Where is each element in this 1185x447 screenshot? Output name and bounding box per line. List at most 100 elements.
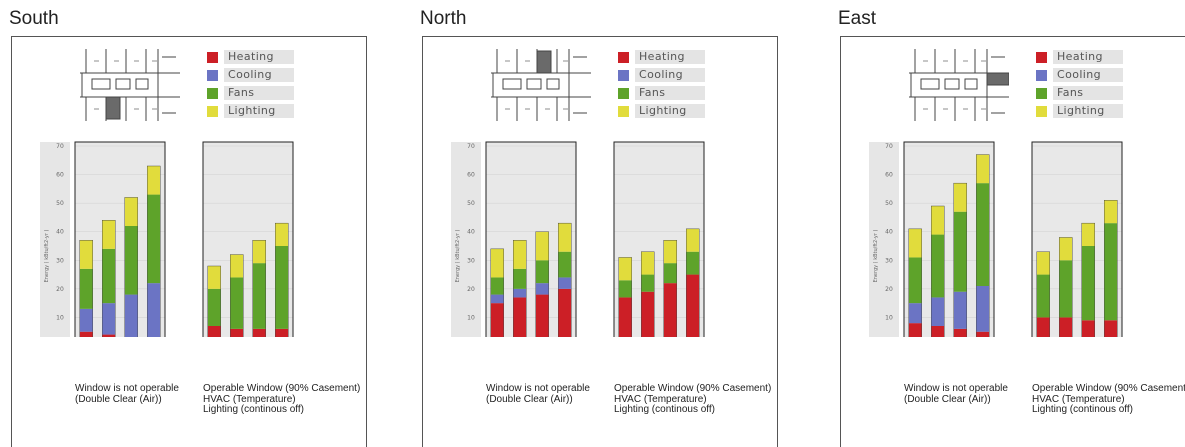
legend-swatch (618, 52, 629, 63)
bar-segment-heating (558, 288, 572, 337)
caption-operable: Operable Window (90% Casement HVAC (Temp… (1032, 383, 1185, 416)
bar-outline (663, 240, 677, 337)
bar-segment-cooling (513, 288, 527, 298)
legend-label: Heating (1053, 50, 1123, 64)
legend-swatch (1036, 70, 1047, 81)
highlighted-room (536, 50, 552, 74)
bar-outline (124, 197, 138, 337)
y-axis-strip (40, 142, 70, 337)
bar-segment-lighting (79, 240, 93, 269)
legend-label: Cooling (635, 68, 705, 82)
bar-segment-lighting (513, 240, 527, 269)
y-tick-label: 60 (467, 172, 475, 179)
plan-core (546, 78, 560, 90)
y-tick-label: 30 (56, 257, 64, 264)
y-axis-label: Energy ( kBtu/ft2-yr ) (455, 230, 461, 283)
bar-segment-heating (618, 297, 632, 337)
y-axis-strip (869, 142, 899, 337)
bar-segment-lighting (663, 240, 677, 264)
legend: Heating Cooling Fans Lighting (618, 49, 705, 121)
caption-line: Lighting (continous off) (614, 404, 715, 415)
bar-segment-fans (686, 251, 700, 275)
legend-item: Cooling (618, 67, 705, 85)
caption-not-operable: Window is not operable (Double Clear (Ai… (486, 383, 590, 405)
bar-outline (490, 248, 504, 337)
bar-segment-lighting (953, 183, 967, 212)
bar-segment-heating (490, 303, 504, 337)
bar-segment-cooling (102, 303, 116, 335)
bar-segment-fans (931, 234, 945, 298)
plan-core (964, 78, 978, 90)
caption-operable: Operable Window (90% Casement) HVAC (Tem… (203, 383, 361, 416)
legend-label: Lighting (1053, 104, 1123, 118)
caption-line: HVAC (Temperature) (203, 393, 296, 405)
panel-title: East (838, 8, 877, 29)
bar-segment-cooling (490, 294, 504, 304)
bar-segment-lighting (207, 266, 221, 289)
bar-segment-fans (252, 263, 266, 329)
bar-outline (1036, 251, 1050, 337)
y-tick-label: 60 (56, 172, 64, 179)
bar-segment-lighting (230, 254, 244, 278)
y-axis: 010203040506070Energy ( kBtu/ft2-yr ) (869, 142, 899, 337)
chart-area: 010203040506070Energy ( kBtu/ft2-yr ) 960… (869, 141, 1123, 337)
bar-outline (275, 222, 289, 337)
bar-segment-lighting (976, 154, 990, 184)
legend: Heating Cooling Fans Lighting (207, 49, 294, 121)
y-tick-label: 70 (56, 143, 64, 150)
bar-segment-fans (558, 251, 572, 278)
bar-segment-fans (1036, 274, 1050, 318)
highlighted-room (105, 96, 121, 120)
y-tick-label: 20 (56, 286, 64, 293)
y-tick-label: 50 (467, 200, 475, 207)
bar-segment-lighting (1036, 251, 1050, 275)
caption-line: (Double Clear (Air)) (486, 393, 573, 405)
legend-item: Heating (207, 49, 294, 67)
bar-segment-heating (663, 283, 677, 337)
plot-frame (74, 141, 166, 337)
legend-swatch (207, 106, 218, 117)
plan-core (115, 78, 131, 90)
bar-segment-fans (1104, 223, 1118, 321)
legend-item: Fans (207, 85, 294, 103)
plan-core (944, 78, 960, 90)
bar-segment-fans (230, 277, 244, 329)
y-axis-strip (451, 142, 481, 337)
bar-segment-lighting (686, 228, 700, 252)
bar-segment-heating (102, 334, 116, 337)
plot-frame (485, 141, 577, 337)
caption-line: Lighting (continous off) (1032, 404, 1133, 415)
bar-segment-lighting (1081, 223, 1095, 246)
caption-line: (Double Clear (Air)) (904, 393, 991, 405)
legend-swatch (1036, 52, 1047, 63)
bar-outline (513, 240, 527, 337)
bar-segment-lighting (618, 257, 632, 281)
legend-item: Lighting (1036, 103, 1123, 121)
legend-swatch (1036, 88, 1047, 99)
bar-segment-fans (147, 194, 161, 284)
y-tick-label: 30 (467, 257, 475, 264)
bar-segment-heating (513, 297, 527, 337)
legend-label: Lighting (635, 104, 705, 118)
bar-segment-heating (1059, 317, 1073, 337)
y-tick-label: 50 (56, 200, 64, 207)
caption-line: Window is not operable (904, 383, 1008, 394)
bar-segment-lighting (908, 228, 922, 258)
chart-area: 010203040506070Energy ( kBtu/ft2-yr )160… (40, 141, 294, 337)
legend-label: Fans (224, 86, 294, 100)
stacked-bar-chart: 960%1070%1180%1290% (1031, 141, 1123, 337)
caption-not-operable: Window is not operable (Double Clear (Ai… (75, 383, 179, 405)
floor-plan-icon (80, 49, 180, 121)
bar-segment-heating (686, 274, 700, 337)
bar-segment-cooling (908, 303, 922, 324)
y-tick-label: 40 (467, 229, 475, 236)
caption-line: Operable Window (90% Casement) (203, 383, 361, 394)
plot-frame (1031, 141, 1123, 337)
legend-swatch (618, 106, 629, 117)
caption-line: Operable Window (90% Casement (1032, 383, 1185, 394)
bar-segment-cooling (124, 294, 138, 337)
legend-swatch (618, 70, 629, 81)
chart-area: 010203040506070Energy ( kBtu/ft2-yr )560… (451, 141, 705, 337)
